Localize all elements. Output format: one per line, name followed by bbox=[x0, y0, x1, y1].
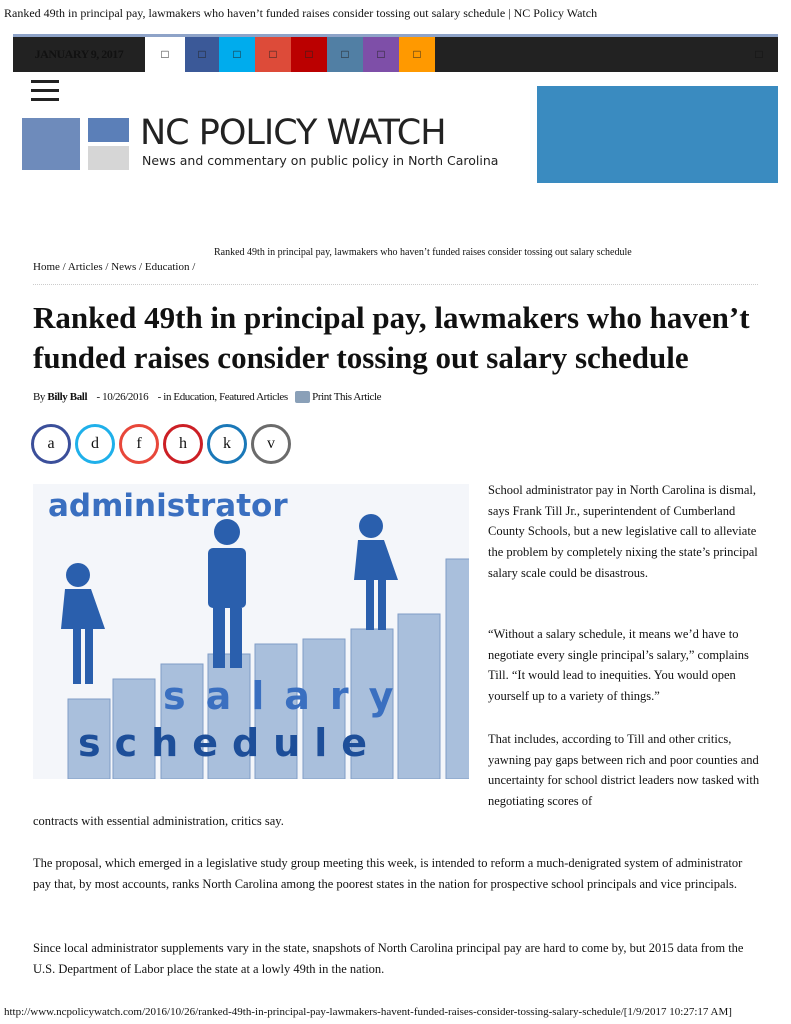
breadcrumb-separator: / bbox=[102, 261, 112, 273]
byline: By Billy Ball - 10/26/2016 - in Educatio… bbox=[33, 391, 382, 404]
image-bar bbox=[112, 678, 156, 779]
top-bar: JANUARY 9, 2017 □ □ □ □ □ □ □ □ □ bbox=[13, 34, 778, 72]
advertisement-banner[interactable] bbox=[537, 86, 778, 183]
breadcrumb-item[interactable]: News bbox=[111, 261, 137, 273]
breadcrumb-separator: / bbox=[136, 261, 145, 273]
breadcrumb-item[interactable]: Home bbox=[33, 261, 60, 273]
image-bar bbox=[350, 628, 394, 779]
share-button[interactable]: a bbox=[31, 424, 71, 464]
page-title-header: Ranked 49th in principal pay, lawmakers … bbox=[4, 6, 598, 20]
breadcrumb-item[interactable]: Articles bbox=[67, 261, 103, 273]
share-button[interactable]: d bbox=[75, 424, 115, 464]
facebook-icon[interactable]: □ bbox=[185, 37, 219, 72]
breadcrumb-separator: / bbox=[189, 261, 196, 273]
paragraph: School administrator pay in North Caroli… bbox=[488, 483, 758, 580]
rss-icon[interactable]: □ bbox=[399, 37, 435, 72]
author-link[interactable]: Billy Ball bbox=[47, 391, 88, 403]
paragraph: That includes, according to Till and oth… bbox=[488, 732, 760, 809]
instagram-icon[interactable]: □ bbox=[363, 37, 399, 72]
image-bar bbox=[207, 653, 251, 779]
image-bar bbox=[397, 613, 441, 779]
image-bar bbox=[302, 638, 346, 779]
breadcrumb-separator: / bbox=[59, 261, 68, 273]
site-logo[interactable]: NC POLICY WATCH News and commentary on p… bbox=[22, 113, 502, 177]
categories[interactable]: - in Education, Featured Articles bbox=[157, 391, 288, 403]
article-image: administrator salary schedule bbox=[33, 484, 469, 779]
flickr-icon[interactable]: □ bbox=[327, 37, 363, 72]
by-label: By bbox=[33, 391, 46, 403]
image-word-bottom: schedule bbox=[78, 721, 381, 765]
breadcrumb: Home / Articles / News / Education / bbox=[33, 261, 195, 273]
twitter-icon[interactable]: □ bbox=[219, 37, 255, 72]
youtube-icon[interactable]: □ bbox=[291, 37, 327, 72]
share-button[interactable]: f bbox=[119, 424, 159, 464]
publish-date: - 10/26/2016 bbox=[96, 391, 149, 403]
paragraph-continued: contracts with essential administration,… bbox=[33, 814, 284, 828]
google-plus-icon[interactable]: □ bbox=[255, 37, 291, 72]
divider bbox=[33, 284, 758, 285]
page-url-footer: http://www.ncpolicywatch.com/2016/10/26/… bbox=[4, 1006, 732, 1018]
logo-mark-icon bbox=[22, 118, 129, 170]
search-icon[interactable]: □ bbox=[755, 47, 763, 61]
share-button[interactable]: k bbox=[207, 424, 247, 464]
breadcrumb-current: Ranked 49th in principal pay, lawmakers … bbox=[214, 247, 632, 258]
home-icon[interactable]: □ bbox=[145, 37, 185, 72]
print-article-link[interactable]: Print This Article bbox=[312, 391, 382, 403]
image-bar bbox=[160, 663, 204, 779]
image-bar bbox=[254, 643, 298, 779]
paragraph: “Without a salary schedule, it means we’… bbox=[488, 627, 749, 704]
paragraph: The proposal, which emerged in a legisla… bbox=[33, 856, 743, 891]
breadcrumb-item[interactable]: Education bbox=[144, 261, 190, 273]
current-date: JANUARY 9, 2017 bbox=[34, 47, 124, 61]
image-word-middle: salary bbox=[163, 674, 413, 718]
hamburger-menu-icon[interactable] bbox=[31, 80, 59, 107]
image-bar bbox=[445, 558, 469, 779]
share-button[interactable]: v bbox=[251, 424, 291, 464]
paragraph: Since local administrator supplements va… bbox=[33, 941, 744, 976]
image-word-top: administrator bbox=[48, 488, 288, 524]
printer-icon[interactable] bbox=[294, 391, 310, 404]
image-bar bbox=[67, 698, 111, 779]
share-button[interactable]: h bbox=[163, 424, 203, 464]
logo-name: NC POLICY WATCH bbox=[140, 113, 447, 153]
logo-tagline: News and commentary on public policy in … bbox=[142, 153, 499, 168]
article-title: Ranked 49th in principal pay, lawmakers … bbox=[33, 300, 750, 375]
